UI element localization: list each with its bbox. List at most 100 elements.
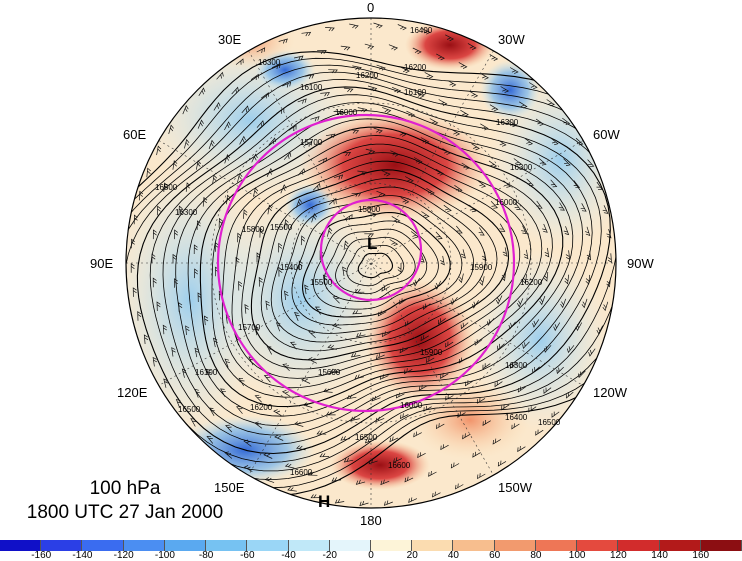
wind-barb [371,395,381,402]
wind-barb [516,298,524,308]
wind-barb [438,318,446,325]
wind-barb [413,157,423,164]
height-contour [323,228,428,302]
contour-label: 16600 [388,461,411,470]
wind-barb [468,204,477,213]
height-contour [346,244,405,287]
wind-barb [469,90,479,98]
wind-barb [480,123,489,131]
wind-barb [596,181,603,190]
contour-labels: 16400 16200 16200 16300 16100 16100 1600… [155,26,561,477]
height-contour [281,195,474,334]
wind-barb [175,398,182,409]
wind-barb [450,462,460,469]
wind-barb [182,105,189,115]
wind-barb [418,384,428,391]
wind-barb [389,239,399,247]
wind-barb [420,137,430,144]
wind-barb [587,159,595,168]
wind-barb [482,419,491,426]
wind-barb [310,116,320,122]
wind-barb [380,479,390,486]
wind-barb [197,119,204,129]
wind-barb [467,43,477,50]
wind-barb [558,202,565,211]
wind-barb [238,377,245,387]
wind-barb [553,322,561,332]
wind-barb [258,276,263,287]
wind-barb [532,366,540,374]
wind-barb [575,322,583,332]
wind-barb [596,325,604,335]
wind-barb [435,231,443,240]
wind-barb [412,47,422,55]
wind-barb [357,107,368,113]
wind-barb [556,366,564,375]
wind-barb [206,368,212,378]
wind-barb [352,310,362,315]
wind-barb [432,491,441,498]
contour-label: 16300 [175,208,198,217]
wind-barb [328,69,338,74]
wind-barb [349,129,360,134]
wind-barb [295,198,302,208]
contour-label: 16400 [505,413,528,422]
wind-barb [197,292,202,303]
colorbar-tick-label: 160 [692,550,710,561]
wind-barb [586,250,592,261]
wind-barb [307,357,317,364]
wind-barb [509,67,519,74]
wind-barb [260,92,269,99]
wind-barb [312,182,321,191]
wind-barb [318,157,328,164]
wind-barb [273,409,282,417]
height-contour [175,110,584,427]
wind-barb [405,176,414,183]
wind-barb [332,295,340,304]
wind-barb [243,465,253,472]
graticule [126,18,616,508]
wind-barb [450,296,458,306]
wind-barb [359,500,369,507]
wind-barb [196,220,201,231]
wind-barb [436,53,445,61]
wind-barb [322,274,328,285]
wind-barb [354,288,365,293]
wind-barb [343,457,354,463]
colorbar-tick-label: 120 [609,550,627,561]
wind-barb [340,45,351,51]
inner-ring [319,198,423,302]
wind-barb [479,276,485,286]
wind-barb [276,107,285,114]
wind-barb [303,140,313,147]
wind-barb [494,381,503,388]
wind-barb [535,429,544,436]
lon-label-150w: 150W [498,480,532,495]
wind-barb [351,192,362,197]
wind-barb [480,72,489,80]
wind-barb [447,80,457,87]
wind-barb [606,277,611,288]
wind-barb [543,345,552,353]
contour-label: 16400 [410,26,433,35]
wind-barb [399,298,408,305]
wind-barb [413,431,422,438]
wind-barb [244,304,249,314]
colorbar-tick-label: -140 [72,550,93,561]
colorbar-tick-label: 60 [489,550,501,561]
wind-barb [501,271,507,282]
wind-barb [181,368,187,378]
lon-label-90e: 90E [90,256,114,271]
lon-label-180: 180 [360,513,382,528]
outer-ring [216,113,516,413]
wind-barb [365,148,376,155]
colorbar-tick-label: -60 [240,550,255,561]
wind-barb [268,137,277,146]
wind-barb [254,325,260,336]
wind-barb [474,339,483,346]
contour-label: 16300 [496,118,519,127]
contour-label: 16500 [155,183,178,192]
wind-barb [296,445,306,451]
contour-label: 16000 [495,198,518,207]
wind-barb [307,471,318,476]
